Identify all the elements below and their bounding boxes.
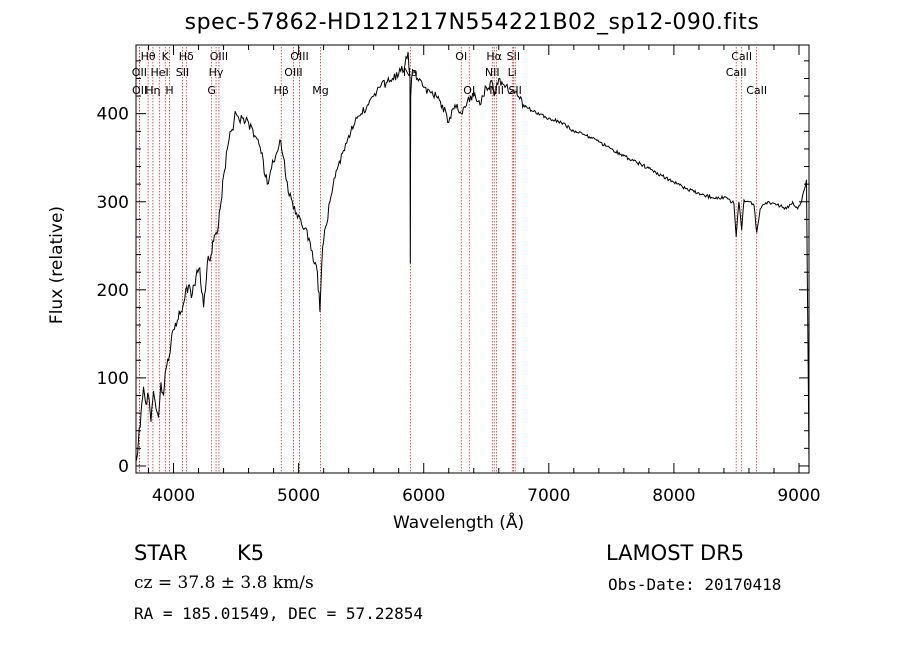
line-marker-label: Li [508, 66, 517, 79]
line-marker-label: CaII [731, 50, 752, 63]
observation-date: Obs-Date: 20170418 [608, 575, 782, 594]
coordinates: RA = 185.01549, DEC = 57.22854 [134, 604, 423, 623]
x-tick-label: 9000 [777, 486, 820, 506]
line-marker-label: OIII [290, 50, 308, 63]
line-marker-label: OIII [210, 50, 228, 63]
line-marker-label: SII [507, 50, 520, 63]
line-marker-label: Mg [312, 84, 328, 97]
line-marker-label: CaII [726, 66, 747, 79]
spectrum-line [135, 51, 810, 467]
line-marker-label: Hβ [274, 84, 289, 97]
x-tick-label: 5000 [277, 486, 320, 506]
x-tick-label: 6000 [402, 486, 445, 506]
y-tick-label: 400 [97, 105, 129, 125]
y-tick-label: 200 [97, 281, 129, 301]
line-marker-label: SII [508, 84, 521, 97]
line-marker-label: SII [176, 66, 189, 79]
spectral-subclass: K5 [237, 541, 265, 565]
line-marker-label: Hδ [179, 50, 194, 63]
line-marker-label: OIII [284, 66, 302, 79]
line-marker-label: Hγ [209, 66, 224, 79]
line-marker-label: OI [455, 50, 467, 63]
line-marker-label: G [207, 84, 216, 97]
line-marker-label: CaII [746, 84, 767, 97]
line-marker-label: Na [403, 66, 418, 79]
y-axis-label: Flux (relative) [47, 205, 67, 325]
redshift-velocity: cz = 37.8 ± 3.8 km/s [134, 573, 314, 593]
y-tick-label: 100 [97, 369, 129, 389]
survey-name: LAMOST DR5 [606, 541, 745, 565]
x-tick-label: 7000 [527, 486, 570, 506]
object-type: STAR [134, 541, 188, 565]
x-tick-label: 4000 [152, 486, 195, 506]
x-tick-label: 8000 [652, 486, 695, 506]
plot-frame [135, 44, 810, 474]
line-marker-label: Hα [486, 50, 502, 63]
y-tick-label: 0 [118, 457, 129, 477]
line-marker-label: H [165, 84, 173, 97]
line-marker-label: NII [485, 66, 500, 79]
axis-ticks: 4000 5000 6000 7000 8000 9000 0 100 200 300 400 [97, 45, 821, 506]
x-axis-label: Wavelength (Å) [393, 513, 525, 533]
line-marker-label: Hθ [141, 50, 156, 63]
chart-title: spec-57862-HD121217N554221B02_sp12-090.f… [184, 10, 760, 35]
line-marker-label: OI [463, 84, 475, 97]
line-marker-label: HeI [150, 66, 168, 79]
line-marker-label: K [162, 50, 170, 63]
line-marker-label: Hη [145, 84, 160, 97]
y-tick-label: 300 [97, 193, 129, 213]
